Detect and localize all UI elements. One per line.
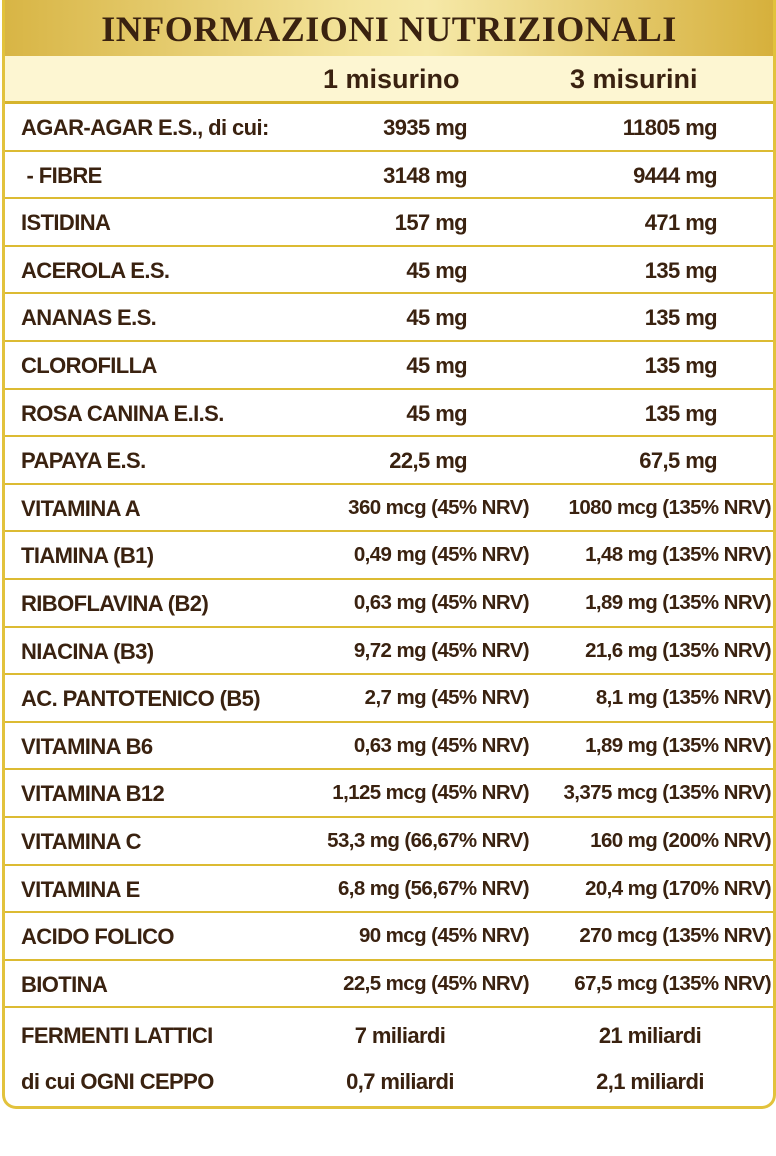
nutrient-label: AC. PANTOTENICO (B5) — [21, 686, 261, 712]
nutrient-value: 22,5 mg — [389, 448, 467, 474]
column-header: 1 misurino 3 misurini — [5, 56, 773, 104]
table-row: PAPAYA E.S. 22,5 mg 67,5 mg — [5, 437, 773, 485]
table-row: VITAMINA B6 0,63 mg (45% NRV) 1,89 mg (135… — [5, 723, 773, 771]
nutrient-value: 45 mg — [406, 352, 467, 378]
nutrient-label: VITAMINA C — [21, 828, 141, 854]
nutrient-label: di cui OGNI CEPPO — [21, 1068, 214, 1094]
table-row: VITAMINA A 360 mcg (45% NRV) 1080 mcg (135… — [5, 485, 773, 533]
nutrient-value: 9,72 mg (45% NRV) — [353, 638, 530, 662]
nutrient-value: 1,89 mg (135% NRV) — [585, 590, 772, 614]
nutrient-value: 67,5 mcg (135% NRV) — [574, 971, 771, 995]
table-row: TIAMINA (B1) 0,49 mg (45% NRV) 1,48 mg (13… — [5, 532, 773, 580]
nutrient-label: ISTIDINA — [21, 210, 111, 236]
table-row: CLOROFILLA 45 mg 135 mg — [5, 342, 773, 390]
nutrient-value: 3,375 mcg (135% NRV) — [563, 781, 771, 805]
nutrient-value: 1,125 mcg (45% NRV) — [332, 781, 529, 805]
nutrient-value: 67,5 mg — [639, 448, 717, 474]
nutrient-value: 0,49 mg (45% NRV) — [353, 543, 530, 567]
nutrient-value: 135 mg — [644, 352, 718, 378]
nutrient-value: 7 miliardi — [354, 1023, 446, 1049]
nutrient-label: VITAMINA E — [21, 876, 140, 902]
nutrient-label: CLOROFILLA — [21, 352, 157, 378]
nutrient-value: 360 mcg (45% NRV) — [348, 495, 529, 519]
nutrient-value: 135 mg — [644, 400, 718, 426]
nutrient-value: 11805 mg — [622, 115, 718, 140]
table-row: ANANAS E.S. 45 mg 135 mg — [5, 294, 773, 342]
nutrient-value: 0,7 miliardi — [346, 1068, 454, 1094]
nutrient-value: 1,89 mg (135% NRV) — [585, 733, 772, 757]
nutrient-value: 160 mg (200% NRV) — [590, 828, 771, 852]
nutrient-label: FERMENTI LATTICI — [21, 1023, 213, 1049]
table-row: AGAR-AGAR E.S., di cui: 3935 mg 11805 mg — [5, 104, 773, 152]
nutrient-label: RIBOFLAVINA (B2) — [21, 590, 209, 616]
nutrient-label: VITAMINA B12 — [21, 781, 165, 807]
table-row: ISTIDINA 157 mg 471 mg — [5, 199, 773, 247]
nutrient-label: ROSA CANINA E.I.S. — [21, 400, 224, 426]
nutrient-label: ACEROLA E.S. — [21, 257, 170, 283]
table-row: - FIBRE 3148 mg 9444 mg — [5, 152, 773, 200]
nutrient-label: NIACINA (B3) — [21, 638, 154, 664]
nutrient-value: 45 mg — [406, 257, 467, 283]
table-row: ROSA CANINA E.I.S. 45 mg 135 mg — [5, 390, 773, 438]
table-row: di cui OGNI CEPPO 0,7 miliardi 2,1 miliard… — [5, 1058, 773, 1104]
nutrient-value: 6,8 mg (56,67% NRV) — [337, 876, 530, 900]
table-body: AGAR-AGAR E.S., di cui: 3935 mg 11805 mg -… — [5, 104, 773, 1103]
nutrient-value: 45 mg — [406, 305, 467, 331]
nutrient-label: PAPAYA E.S. — [21, 448, 146, 474]
nutrient-label: - FIBRE — [21, 162, 103, 188]
nutrient-value: 9444 mg — [633, 162, 717, 188]
nutrient-label: VITAMINA B6 — [21, 733, 153, 759]
table-row: NIACINA (B3) 9,72 mg (45% NRV) 21,6 mg (13… — [5, 628, 773, 676]
nutrient-value: 157 mg — [394, 210, 468, 236]
table-row: VITAMINA C 53,3 mg (66,67% NRV) 160 mg (20… — [5, 818, 773, 866]
table-row: RIBOFLAVINA (B2) 0,63 mg (45% NRV) 1,89 mg… — [5, 580, 773, 628]
nutrition-card: INFORMAZIONI NUTRIZIONALI 1 misurino 3 m… — [2, 0, 776, 1109]
table-row: AC. PANTOTENICO (B5) 2,7 mg (45% NRV) 8,1 … — [5, 675, 773, 723]
nutrient-value: 3935 mg — [383, 115, 467, 140]
table-row: ACIDO FOLICO 90 mcg (45% NRV) 270 mcg (135… — [5, 913, 773, 961]
nutrient-label: TIAMINA (B1) — [21, 543, 154, 569]
table-row: VITAMINA E 6,8 mg (56,67% NRV) 20,4 mg (17… — [5, 866, 773, 914]
nutrient-label: VITAMINA A — [21, 495, 141, 521]
nutrient-label: AGAR-AGAR E.S., di cui: — [21, 115, 269, 140]
nutrient-value: 90 mcg (45% NRV) — [358, 924, 530, 948]
nutrient-value: 135 mg — [644, 257, 718, 283]
nutrient-label: BIOTINA — [21, 971, 108, 997]
table-row: BIOTINA 22,5 mcg (45% NRV) 67,5 mcg (135% … — [5, 961, 773, 1009]
column-label: 3 misurini — [570, 64, 698, 94]
nutrient-value: 2,7 mg (45% NRV) — [364, 686, 530, 710]
nutrient-value: 2,1 miliardi — [596, 1068, 704, 1094]
nutrient-label: ACIDO FOLICO — [21, 924, 175, 950]
table-row: VITAMINA B12 1,125 mcg (45% NRV) 3,375 mcg… — [5, 770, 773, 818]
nutrient-value: 21 miliardi — [598, 1023, 702, 1049]
nutrient-value: 1,48 mg (135% NRV) — [585, 543, 772, 567]
nutrient-value: 3148 mg — [383, 162, 467, 188]
nutrient-label: ANANAS E.S. — [21, 305, 157, 331]
nutrient-value: 22,5 mcg (45% NRV) — [343, 971, 530, 995]
table-row: ACEROLA E.S. 45 mg 135 mg — [5, 247, 773, 295]
nutrient-value: 135 mg — [644, 305, 718, 331]
nutrient-value: 21,6 mg (135% NRV) — [585, 638, 772, 662]
nutrient-value: 20,4 mg (170% NRV) — [585, 876, 772, 900]
column-label: 1 misurino — [323, 64, 460, 94]
nutrient-value: 270 mcg (135% NRV) — [579, 924, 771, 948]
nutrient-value: 0,63 mg (45% NRV) — [353, 733, 530, 757]
nutrient-value: 8,1 mg (135% NRV) — [595, 686, 772, 710]
title: INFORMAZIONI NUTRIZIONALI — [5, 0, 773, 56]
table-row: FERMENTI LATTICI 7 miliardi 21 miliardi — [5, 1012, 773, 1058]
nutrient-value: 53,3 mg (66,67% NRV) — [327, 828, 529, 852]
nutrient-value: 0,63 mg (45% NRV) — [353, 590, 530, 614]
nutrient-value: 471 mg — [644, 210, 718, 236]
nutrient-value: 45 mg — [406, 400, 467, 426]
nutrient-value: 1080 mcg (135% NRV) — [568, 495, 772, 519]
